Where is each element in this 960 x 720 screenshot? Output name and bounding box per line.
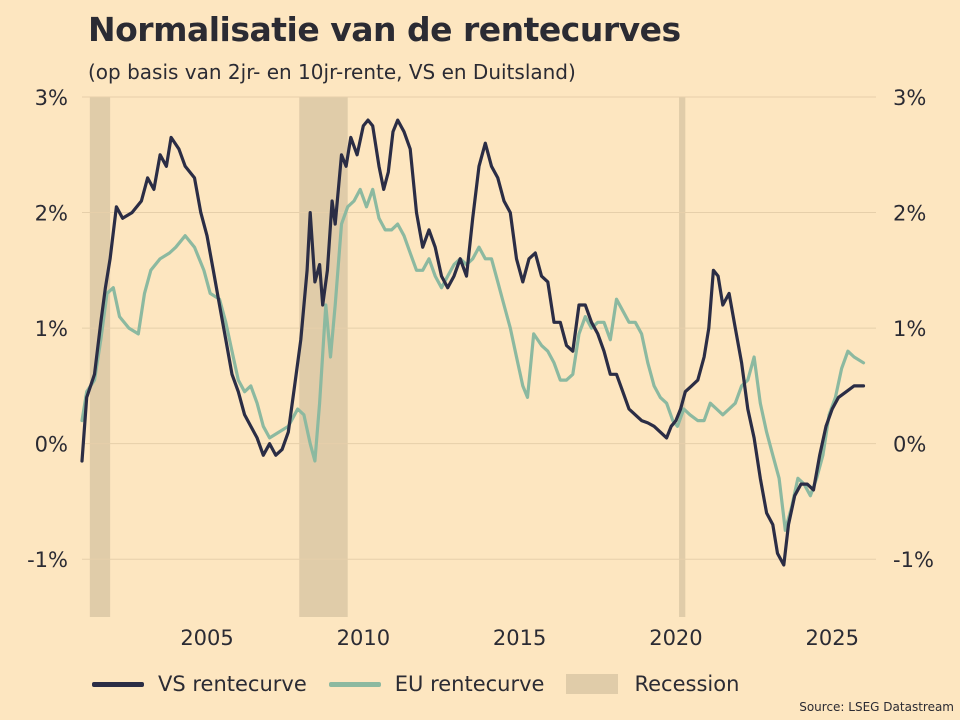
legend-swatch-recession [566, 674, 619, 694]
y-tick-right-2: 1% [893, 317, 926, 341]
legend-item-eu: EU rentecurve [328, 672, 545, 696]
series-line-eu [80, 187, 866, 532]
x-tick-4: 2025 [806, 626, 859, 650]
x-tick-1: 2010 [337, 626, 390, 650]
y-axis-left: 3% 2% 1% 0% -1% [27, 86, 68, 572]
recession-band-0 [89, 97, 111, 617]
legend-label-eu: EU rentecurve [394, 672, 545, 696]
x-tick-0: 2005 [180, 626, 233, 650]
y-tick-right-0: 3% [893, 86, 926, 110]
legend-item-vs: VS rentecurve [92, 672, 307, 696]
y-tick-left-2: 1% [35, 317, 68, 341]
legend-swatch-eu [328, 681, 381, 687]
chart-title: Normalisatie van de rentecurves [88, 10, 681, 49]
y-axis-right: 3% 2% 1% 0% -1% [893, 86, 934, 572]
y-tick-left-1: 2% [35, 202, 68, 226]
grid-lines [82, 96, 876, 560]
y-tick-left-3: 0% [35, 433, 68, 457]
series-line-vs [80, 118, 866, 567]
chart-subtitle: (op basis van 2jr- en 10jr-rente, VS en … [88, 60, 576, 84]
legend-label-recession: Recession [634, 672, 740, 696]
y-tick-left-0: 3% [35, 86, 68, 110]
source-note: Source: LSEG Datastream [799, 700, 954, 714]
recession-band-2 [679, 97, 686, 617]
x-axis: 2005 2010 2015 2020 2025 [180, 626, 859, 650]
y-tick-right-1: 2% [893, 202, 926, 226]
series-lines [80, 118, 866, 567]
y-tick-right-4: -1% [893, 548, 934, 572]
legend-label-vs: VS rentecurve [158, 672, 307, 696]
x-tick-3: 2020 [649, 626, 702, 650]
y-tick-left-4: -1% [27, 548, 68, 572]
y-tick-right-3: 0% [893, 433, 926, 457]
legend-item-recession: Recession [566, 672, 739, 696]
x-tick-2: 2015 [493, 626, 546, 650]
legend: VS rentecurve EU rentecurve Recession [92, 668, 761, 700]
legend-swatch-vs [92, 681, 144, 687]
